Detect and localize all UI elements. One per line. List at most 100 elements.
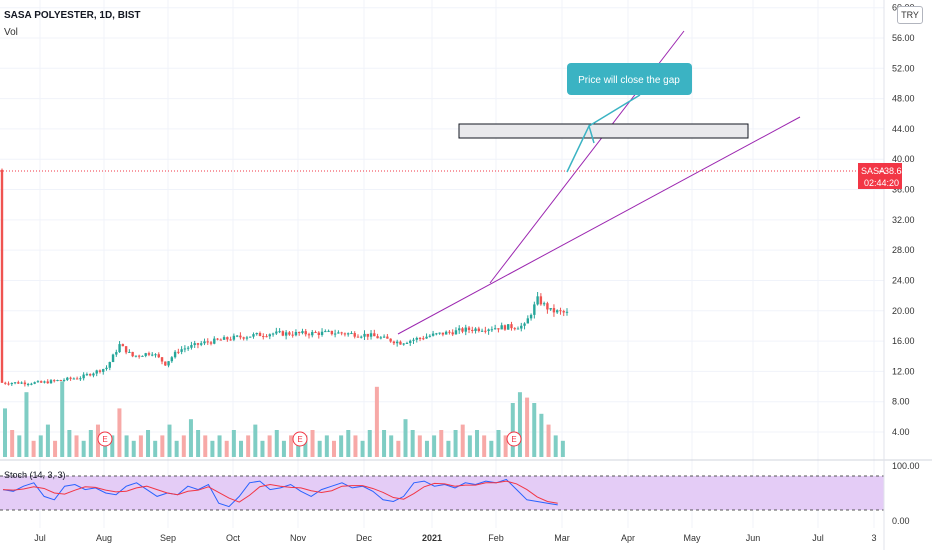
candle-body [467,327,471,330]
chart-grid [0,0,884,528]
candle-body [252,334,255,337]
candle-body [124,346,128,353]
volume-bar [424,440,429,457]
candle-body [304,331,307,335]
svg-text:−: − [878,166,883,176]
candle-body [82,374,85,379]
svg-text:38.64: 38.64 [884,166,907,176]
candle-body [356,336,360,338]
candle-body [154,354,157,356]
price-tick-label: 56.00 [892,33,915,43]
volume-bar [339,435,344,457]
candle-body [33,382,36,384]
stoch-k-line [2,478,558,508]
candle-body [69,377,72,379]
volume-bar [331,440,336,457]
candle-body [72,378,76,380]
volume-bar [203,435,208,457]
candle-body [490,329,494,331]
candle-body [284,332,288,336]
volume-bar [453,430,458,457]
volume-bar [546,424,551,457]
currency-button[interactable]: TRY [897,6,923,24]
price-tick-label: 32.00 [892,215,915,225]
candle-body [369,333,373,337]
price-axis[interactable]: 60.0056.0052.0048.0044.0040.0036.0032.00… [892,3,920,526]
time-tick-label: Mar [554,533,570,543]
candle-body [173,351,177,358]
price-tick-label: 4.00 [892,427,910,437]
volume-bar [510,403,515,457]
candle-body [418,337,422,339]
gap-zone-rectangle[interactable] [458,123,749,139]
volume-bar [403,419,408,457]
candle-body [533,304,536,315]
volume-bar [417,435,422,457]
candle-body [62,379,66,381]
candle-body [265,336,268,338]
volume-bar [446,440,451,457]
candle-body [249,336,252,338]
candle-body [278,331,281,333]
candle-body [507,324,510,330]
time-axis[interactable]: Jul Aug Sep Oct Nov Dec 2021 Feb Mar Apr May Jun Jul… [34,533,876,543]
volume-bar [181,435,186,457]
volume-bar [525,397,530,457]
candle-body [118,344,121,353]
symbol-title[interactable]: SASA POLYESTER, 1D, BIST [4,10,141,21]
candle-body [297,332,301,334]
candle-body [448,331,451,333]
candle-body [10,383,13,385]
volume-bar [439,430,444,457]
volume-bar [467,435,472,457]
time-tick-label: May [683,533,701,543]
volume-bar [110,435,115,457]
arrow-drawing[interactable] [566,94,641,173]
candle-body [484,330,487,332]
volume-bar [131,440,136,457]
candle-body [7,383,10,385]
svg-text:E: E [297,435,302,444]
volume-bars [3,381,565,457]
candle-body [565,311,569,313]
candle-body [412,339,415,341]
candle-body [441,332,445,335]
candle-body [425,336,428,339]
volume-bar [67,430,72,457]
candle-body [363,333,366,337]
candle-body [75,378,79,380]
trend-line-lower[interactable] [397,116,801,335]
candlestick-series [0,168,569,387]
volume-bar [496,430,501,457]
time-tick-label: Jul [812,533,824,543]
candle-body [461,328,464,332]
callout-note[interactable]: Price will close the gap [567,63,692,95]
volume-bar [24,392,29,457]
candle-body [386,336,389,339]
price-tick-label: 16.00 [892,336,915,346]
svg-text:SASA: SASA [861,166,885,176]
volume-bar [224,440,229,457]
candle-body [17,382,20,384]
time-tick-label: 3 [871,533,876,543]
candle-body [183,348,187,350]
candle-body [151,354,154,356]
volume-bar [303,435,308,457]
candle-body [275,331,278,334]
candle-body [320,331,324,335]
candle-body [510,324,513,329]
volume-bar [231,430,236,457]
price-tick-label: 36.00 [892,185,915,195]
candle-body [529,314,533,319]
volume-bar [482,435,487,457]
volume-bar [196,430,201,457]
volume-bar [346,430,351,457]
time-tick-label: Feb [488,533,504,543]
earnings-markers[interactable]: E E E [97,431,522,447]
candle-body [219,339,223,341]
volume-bar [17,435,22,457]
volume-bar [360,440,365,457]
candle-body [552,308,556,313]
candle-body [115,352,118,355]
